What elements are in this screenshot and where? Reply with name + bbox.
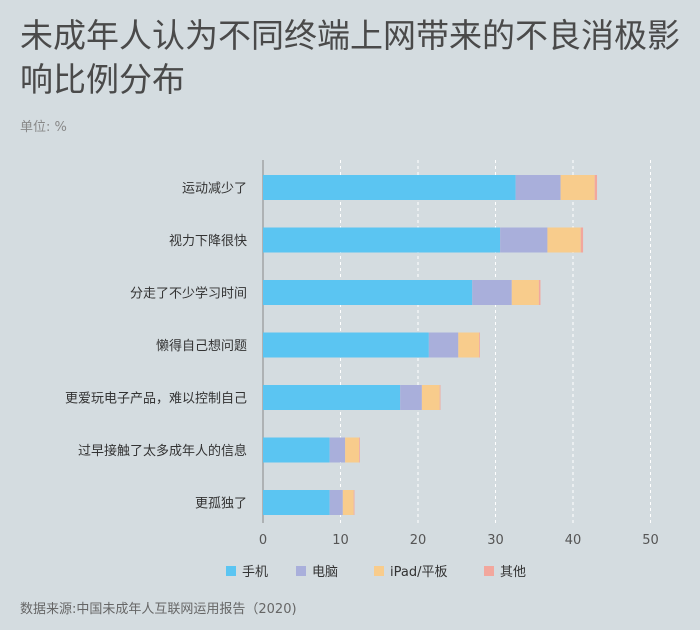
category-label: 过早接触了太多成年人的信息 [78,443,247,459]
bar-segment [342,490,354,515]
bar-segment [353,490,355,515]
bar-segment [421,385,440,410]
x-tick-label: 10 [332,533,349,548]
bar-segment [472,280,512,305]
bar-segment [329,437,346,463]
stacked-bar-chart: 0 10 20 30 40 50 运动减少了视力下降很快分走了不少学习时间懒得自己想问题更爱… [65,160,659,580]
x-tick-label: 20 [410,533,427,548]
category-label: 运动减少了 [182,182,247,197]
legend-label: 手机 [242,565,268,580]
source-note: 数据来源:中国未成年人互联网运用报告（2020) [20,602,297,617]
bar-segment [500,227,548,253]
legend-swatch [484,566,494,576]
unit-label: 单位: % [20,120,67,135]
x-tick-label: 50 [642,533,659,548]
category-label: 视力下降很快 [169,234,247,249]
bar-segment [345,437,360,463]
x-tick-label: 40 [565,533,582,548]
category-label: 分走了不少学习时间 [130,286,247,302]
bar-segment [560,175,595,200]
legend-label: iPad/平板 [390,565,447,580]
legend-label: 电脑 [312,565,338,580]
legend-swatch [296,566,306,576]
bar-segment [400,385,422,410]
bar-segment [359,437,360,463]
bar-segment [428,332,459,358]
bar-segment [515,175,561,200]
bar-segment [439,385,441,410]
legend-label: 其他 [500,565,526,580]
legend-swatch [374,566,384,576]
bar-segment [263,332,429,358]
bar-segment [329,490,343,515]
category-label: 懒得自己想问题 [156,338,247,354]
bar-segment [547,227,581,253]
bar-segment [263,175,516,200]
x-tick-label: 30 [487,533,504,548]
bar-segment [263,385,401,410]
legend-swatch [226,566,236,576]
category-label: 更孤独了 [195,497,247,512]
bar-segment [580,227,584,253]
bar-segment [479,332,480,358]
x-tick-label: 0 [259,533,267,548]
category-label: 更爱玩电子产品，难以控制自己 [65,392,247,407]
bar-segment [538,280,541,305]
bar-segment [511,280,539,305]
chart-title: 未成年人认为不同终端上网带来的不良消极影响比例分布 [20,16,680,99]
bar-segment [263,280,473,305]
bar-segment [263,437,330,463]
bar-segment [458,332,480,358]
bar-segment [263,227,501,253]
bar-segment [263,490,330,515]
bar-segment [594,175,598,200]
